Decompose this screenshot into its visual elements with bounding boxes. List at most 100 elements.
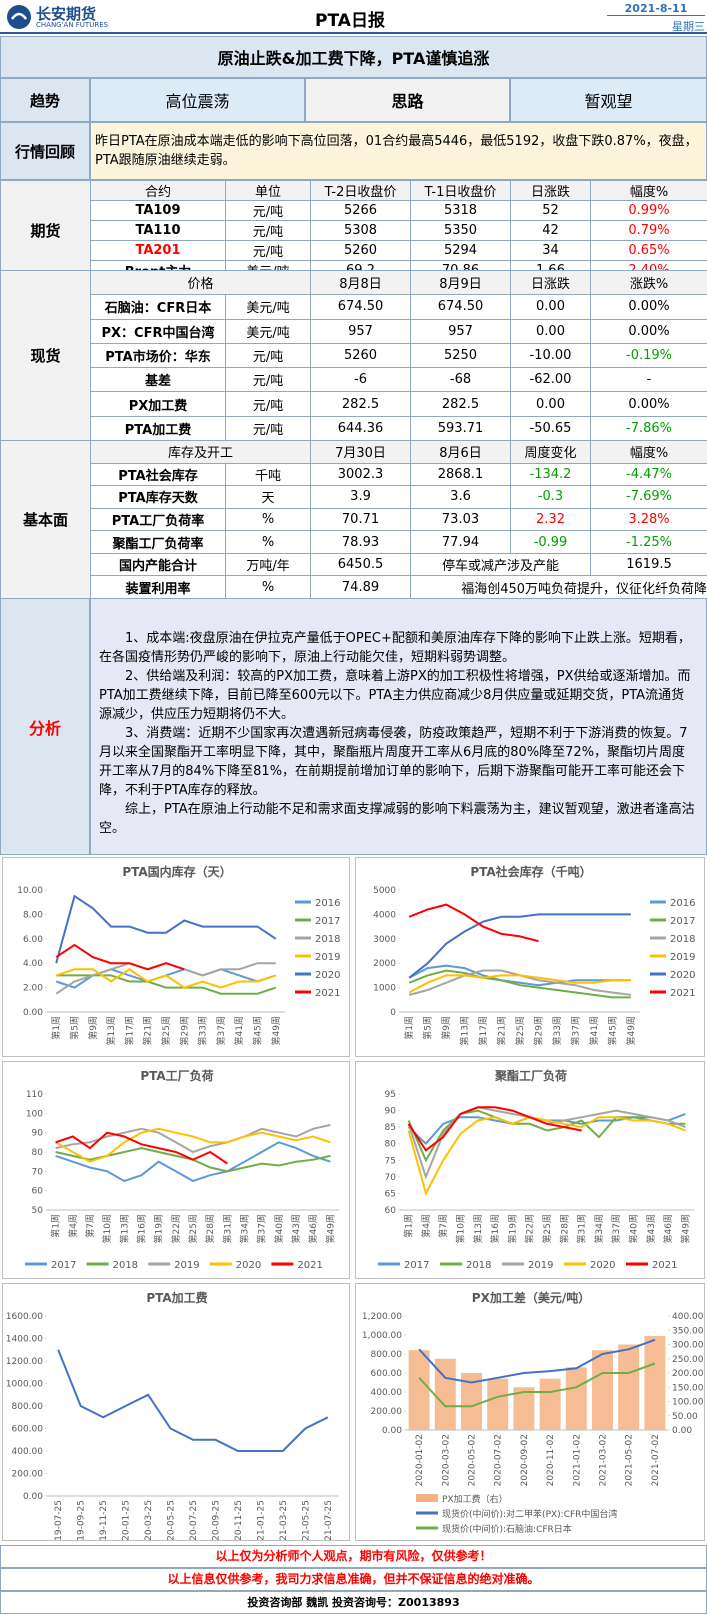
x-tick-label: 第4周 — [420, 1214, 432, 1238]
trend-value: 高位震荡 — [90, 78, 305, 122]
header-row: 期货 合约 单位 T-2日收盘价 T-1日收盘价 日涨跌 幅度% — [0, 180, 707, 281]
table-cell: 0.00 — [510, 391, 592, 417]
x-tick-label: 第40周 — [627, 1214, 639, 1243]
bar — [644, 1335, 666, 1430]
x-tick-label: 2020-03-02 — [441, 1434, 451, 1486]
table-row: 国内产能合计 万吨/年 6450.5 停车或减产涉及产能 1619.5 — [1, 552, 707, 577]
x-tick-label: 2021-01-25 — [256, 1500, 266, 1541]
table-cell: 福海创450万吨负荷提升，仪征化纤负荷降 — [410, 575, 707, 599]
footer-line: 投资咨询部 魏凯 投资咨询号：Z0013893 — [0, 1591, 707, 1614]
table-cell: 美元/吨 — [224, 318, 312, 344]
chart-title: PTA国内库存（天） — [122, 864, 231, 879]
line-series — [418, 1338, 656, 1384]
table-cell: -134.2 — [510, 462, 592, 487]
bar — [513, 1387, 535, 1430]
x-tick-label: 2020-09-25 — [211, 1500, 221, 1541]
y-tick-label: 1000.00 — [6, 1380, 43, 1390]
x-tick-label: 2020-07-25 — [189, 1500, 199, 1541]
legend-label: 2017 — [404, 1260, 429, 1271]
y2-tick-label: 50.00 — [672, 1412, 698, 1422]
legend-label: 2020 — [315, 970, 340, 981]
line-series — [408, 974, 631, 994]
data-table: 基本面 库存及开工 7月30日 8月6日 周度变化 幅度% PTA社会库存 千吨 3002.3 2… — [0, 440, 707, 599]
x-tick-label: 2020-11-25 — [234, 1500, 244, 1541]
column-header: 8月9日 — [410, 269, 512, 296]
y-tick-label: 60 — [32, 1187, 44, 1197]
legend-label: 2019 — [315, 952, 340, 963]
table-cell: 元/吨 — [224, 391, 312, 417]
x-tick-label: 2020-09-02 — [520, 1434, 530, 1486]
x-tick-label: 第33周 — [197, 1016, 209, 1045]
column-header: 幅度% — [590, 180, 707, 201]
y2-tick-label: 250.00 — [672, 1355, 704, 1365]
x-tick-label: 2019-11-25 — [99, 1500, 109, 1541]
table-cell: 0.79% — [590, 220, 707, 241]
x-tick-label: 第10周 — [455, 1214, 467, 1243]
x-tick-label: 第22周 — [170, 1214, 182, 1243]
y2-tick-label: 300.00 — [672, 1341, 704, 1351]
table-cell: -62.00 — [510, 367, 592, 393]
table-cell: 3002.3 — [310, 462, 412, 487]
line-series — [57, 1349, 329, 1452]
y-tick-label: 5000 — [373, 886, 396, 896]
y2-tick-label: 100.00 — [672, 1398, 704, 1408]
table-row: PTA工厂负荷率% 70.71 73.03 2.32 3.28% — [1, 507, 707, 532]
table-cell: 957 — [410, 318, 512, 344]
y-tick-label: 6.00 — [23, 935, 43, 945]
table-row: PTA社会库存 千吨 3002.3 2868.1 -134.2 -4.47% — [1, 462, 707, 487]
data-table: 期货 合约 单位 T-2日收盘价 T-1日收盘价 日涨跌 幅度% TA109 元/吨 5266 53… — [0, 180, 707, 281]
table-cell: 5260 — [310, 342, 412, 369]
table-cell: 3.6 — [410, 485, 512, 509]
y-tick-label: 85 — [385, 1123, 396, 1133]
table-cell: 644.36 — [310, 415, 412, 441]
chart: PTA国内库存（天） 0.00 2.00 4.00 6.00 8.00 10.00 第1周 第5… — [2, 857, 350, 1057]
footer-line: 以上仅为分析师个人观点，期市有风险，仅供参考！ — [0, 1545, 707, 1568]
table-cell: PX：CFR中国台湾 — [90, 318, 226, 344]
y-tick-label: 100 — [26, 1109, 43, 1119]
logo-english: CHANG'AN FUTURES — [36, 21, 109, 29]
analysis-text: 1、成本端:夜盘原油在伊拉克产量低于OPEC+配额和美原油库存下降的影响下止跌上… — [90, 598, 707, 855]
x-tick-label: 2021-01-02 — [572, 1434, 582, 1486]
y-tick-label: 10.00 — [17, 886, 43, 896]
y-tick-label: 0.00 — [23, 1008, 43, 1018]
y-tick-label: 60 — [385, 1206, 397, 1216]
x-tick-label: 第49周 — [625, 1016, 637, 1045]
legend-label: 2016 — [315, 898, 340, 909]
x-tick-label: 第49周 — [679, 1214, 691, 1243]
column-header: 7月30日 — [310, 440, 412, 464]
x-tick-label: 第4周 — [67, 1214, 79, 1238]
trend-label: 趋势 — [0, 78, 90, 122]
y-tick-label: 75 — [385, 1156, 396, 1166]
table-cell: 元/吨 — [225, 240, 311, 261]
subtitle: 原油止跌&加工费下降，PTA谨慎追涨 — [0, 36, 707, 78]
date: 2021-8-11 — [607, 2, 705, 16]
bar — [461, 1373, 482, 1430]
column-header: 周度变化 — [510, 440, 592, 464]
table-cell: 3.28% — [590, 507, 707, 532]
y-tick-label: 80 — [385, 1140, 397, 1150]
y-tick-label: 0.00 — [382, 1426, 402, 1436]
x-tick-label: 第40周 — [273, 1214, 285, 1243]
line-series — [407, 1116, 686, 1197]
x-tick-label: 第13周 — [459, 1016, 471, 1045]
table-cell: 0.00% — [590, 391, 707, 417]
legend-label: 现货价(中间价):对二甲苯(PX):CFR中国台湾 — [442, 1508, 617, 1520]
table-cell: PTA社会库存 — [90, 462, 226, 487]
y-tick-label: 70 — [385, 1173, 397, 1183]
chart-title: PTA加工费 — [146, 1290, 207, 1305]
table-cell: 1619.5 — [590, 552, 707, 577]
legend-label: 2021 — [670, 988, 695, 999]
x-tick-label: 第25周 — [187, 1214, 199, 1243]
table-cell: -0.3 — [510, 485, 592, 509]
x-tick-label: 第29周 — [178, 1016, 190, 1045]
y-tick-label: 600.00 — [12, 1425, 44, 1435]
line-series — [418, 1362, 656, 1408]
y-tick-label: 1400.00 — [6, 1335, 43, 1345]
table-cell: 天 — [224, 485, 312, 509]
analysis-paragraph: 1、成本端:夜盘原油在伊拉克产量低于OPEC+配额和美原油库存下降的影响下止跌上… — [99, 631, 691, 665]
x-tick-label: 第19周 — [153, 1214, 165, 1243]
y2-tick-label: 400.00 — [672, 1312, 704, 1322]
table-cell: 元/吨 — [224, 342, 312, 369]
table-row: PTA加工费 元/吨 644.36 593.71 -50.65 -7.86% — [1, 415, 707, 441]
x-tick-label: 2020-01-02 — [415, 1434, 425, 1486]
